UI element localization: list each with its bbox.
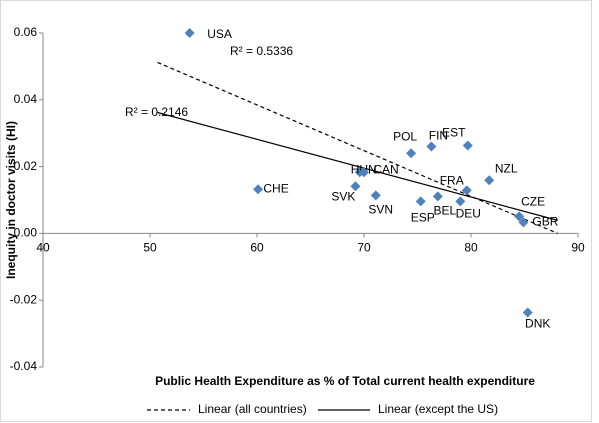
legend-label: Linear (all countries) xyxy=(198,402,307,416)
point-label: CZE xyxy=(521,195,545,209)
data-point xyxy=(432,191,443,202)
x-tick-label: 70 xyxy=(357,241,371,255)
point-label: ESP xyxy=(411,211,435,225)
x-tick-label: 90 xyxy=(571,241,585,255)
point-label: BEL xyxy=(433,203,456,217)
data-point xyxy=(484,175,495,186)
data-point xyxy=(415,196,426,207)
x-tick-label: 50 xyxy=(143,241,157,255)
point-label: GBR xyxy=(532,215,558,229)
x-tick-label: 80 xyxy=(464,241,478,255)
y-tick-label: 0.02 xyxy=(14,159,38,173)
data-point xyxy=(462,140,473,151)
trend-line xyxy=(157,111,558,221)
data-point xyxy=(426,141,437,152)
data-point xyxy=(514,211,525,222)
data-point xyxy=(184,28,195,38)
point-label: POL xyxy=(393,129,417,143)
data-point xyxy=(461,185,472,196)
point-label: FRA xyxy=(440,173,464,187)
data-point xyxy=(253,184,264,195)
data-point xyxy=(359,167,369,178)
x-axis-label: Public Health Expenditure as % of Total … xyxy=(155,374,535,388)
annotation: R² = 0.5336 xyxy=(230,44,293,58)
data-point xyxy=(518,217,529,228)
point-label: NZL xyxy=(495,161,518,175)
data-point xyxy=(455,196,466,207)
y-tick-label: -0.04 xyxy=(10,359,38,373)
point-label: SVK xyxy=(331,189,355,203)
y-tick-label: -0.02 xyxy=(10,292,38,306)
point-label: FIN xyxy=(429,129,448,143)
y-tick-label: 0.00 xyxy=(14,226,38,240)
y-axis-label: Inequity in doctor visits (HI) xyxy=(4,121,18,279)
annotation: R² = 0.2146 xyxy=(125,105,188,119)
point-label: CHE xyxy=(263,181,288,195)
y-tick-label: 0.06 xyxy=(14,25,38,39)
point-label: DNK xyxy=(525,317,550,331)
point-label: DEU xyxy=(456,207,481,221)
legend-label: Linear (except the US) xyxy=(378,402,498,416)
y-tick-label: 0.04 xyxy=(14,92,38,106)
point-label: USA xyxy=(207,27,232,41)
data-point xyxy=(370,190,381,201)
point-label: SVN xyxy=(368,202,393,216)
point-label: CAN xyxy=(373,162,398,176)
x-tick-label: 40 xyxy=(36,241,50,255)
x-tick-label: 60 xyxy=(250,241,264,255)
data-point xyxy=(522,307,533,318)
data-point xyxy=(406,148,417,159)
point-label: EST xyxy=(442,126,466,140)
data-point xyxy=(350,181,361,192)
trend-line xyxy=(157,61,558,234)
